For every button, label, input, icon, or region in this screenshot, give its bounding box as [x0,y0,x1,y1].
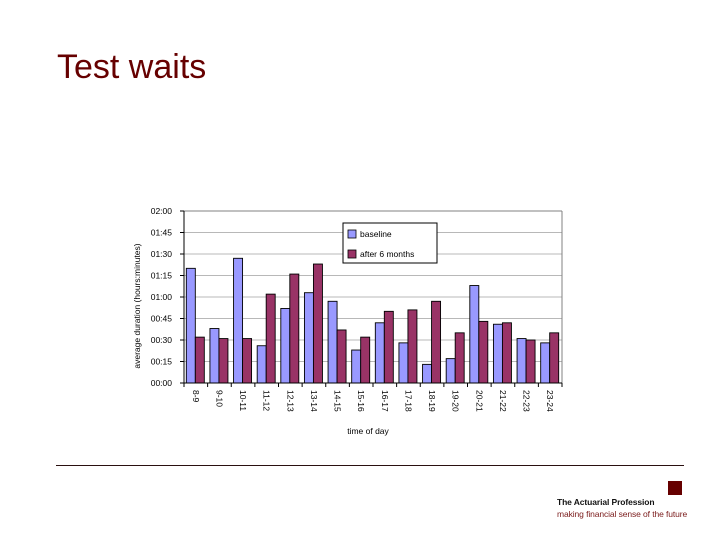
y-tick-label: 00:30 [151,335,173,345]
x-tick-label: 10-11 [238,390,248,411]
y-tick-label: 00:45 [151,314,173,324]
bar-baseline [469,285,480,384]
bar-after-6-months [383,310,394,384]
x-tick-label: 19-20 [451,390,461,412]
x-axis-ticks: 8-9 9-10 10-11 11-12 12-13 13-14 14-15 15-16 16-… [183,383,563,412]
x-tick-label: 17-18 [403,390,413,412]
x-axis-label: time of day [347,426,389,436]
x-tick-label: 23-24 [545,390,555,412]
bar-after-6-months [289,273,300,384]
y-tick-label: 01:30 [151,249,173,259]
bar-after-6-months [501,322,512,384]
bar-after-6-months [478,320,489,384]
bar-after-6-months [407,309,418,384]
org-name: The Actuarial Profession [557,497,655,507]
bar-baseline [327,300,338,384]
bar-baseline [374,322,385,384]
bar-baseline [540,342,551,384]
bar-baseline [233,257,244,384]
org-tagline: making financial sense of the future [557,509,688,519]
x-tick-label: 8-9 [191,390,201,403]
x-tick-label: 9-10 [214,390,224,407]
bar-after-6-months [218,338,229,384]
y-tick-label: 00:00 [151,378,173,388]
y-tick-label: 01:45 [151,228,173,238]
bar-baseline [303,292,314,384]
x-tick-label: 16-17 [380,390,390,412]
bar-after-6-months [360,336,371,384]
slide-title: Test waits [57,48,207,86]
bar-after-6-months [265,293,276,384]
x-tick-label: 20-21 [474,390,484,412]
x-tick-label: 14-15 [333,390,343,412]
bar-baseline [209,328,220,384]
chart-legend: baseline after 6 months [342,222,438,264]
y-tick-label: 02:00 [151,206,173,216]
bar-after-6-months [431,300,442,384]
x-tick-label: 13-14 [309,390,319,412]
logo-square-icon [668,481,682,495]
x-tick-label: 18-19 [427,390,437,412]
bar-baseline [256,345,267,384]
bar-baseline [422,363,433,384]
x-tick-label: 12-13 [285,390,295,412]
bar-baseline [398,342,409,384]
legend-label: baseline [360,229,392,239]
bar-baseline [280,308,291,384]
y-tick-label: 01:00 [151,292,173,302]
y-tick-label: 01:15 [151,271,173,281]
bar-baseline [492,323,503,384]
bar-baseline [445,358,456,384]
bar-after-6-months [454,332,465,384]
bar-after-6-months [549,332,560,384]
bars [185,257,560,384]
y-axis-ticks: 00:00 00:15 00:30 00:45 01:00 01:15 01:30 01:45… [151,206,184,388]
bar-after-6-months [336,329,347,384]
legend-label: after 6 months [360,249,414,259]
legend-swatch-icon [347,249,357,259]
bar-after-6-months [194,336,205,384]
bar-baseline [185,267,196,384]
legend-swatch-icon [347,229,357,239]
x-tick-label: 21-22 [498,390,508,412]
y-tick-label: 00:15 [151,357,173,367]
x-tick-label: 11-12 [262,390,272,411]
bar-after-6-months [242,338,253,384]
footer-divider [56,465,684,466]
x-tick-label: 15-16 [356,390,366,412]
legend-box [342,222,438,264]
bar-baseline [516,338,527,384]
bar-after-6-months [312,263,323,384]
bar-baseline [351,349,362,384]
bar-after-6-months [525,339,536,384]
x-tick-label: 22-23 [522,390,532,412]
y-axis-label: average duration (hours:minutes) [132,243,142,368]
